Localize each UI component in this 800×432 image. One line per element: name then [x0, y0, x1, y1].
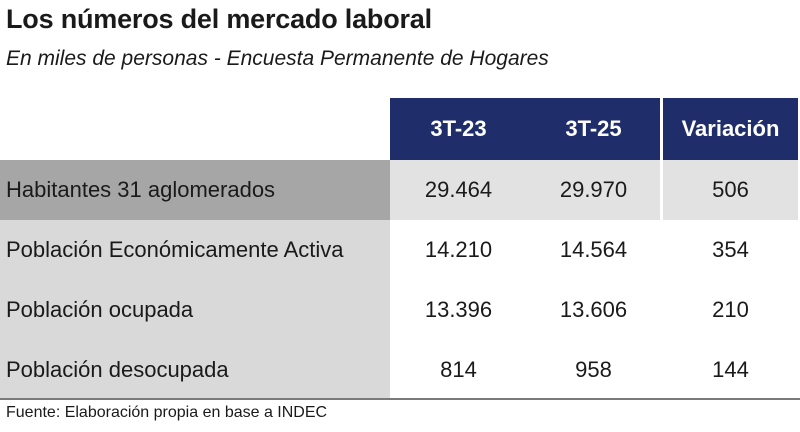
value-3t-23: 814 [440, 357, 477, 382]
value-3t-25: 29.970 [527, 160, 660, 220]
row-label: Población Económicamente Activa [0, 220, 390, 280]
value-3t-23: 13.396 [424, 297, 493, 322]
value-variacion: 210 [712, 297, 749, 322]
row-label: Población desocupada [0, 340, 390, 400]
value-3t-25: 14.564 [559, 237, 628, 262]
value-3t-23: 29.464 [390, 160, 527, 220]
value-variacion: 354 [712, 237, 749, 262]
value-3t-23: 14.210 [424, 237, 493, 262]
row-label: Habitantes 31 aglomerados [0, 160, 390, 220]
table-bottom-rule [0, 398, 800, 400]
table-row: Habitantes 31 aglomerados 29.464 29.970 … [0, 160, 800, 220]
header-3t-25: 3T-25 [527, 98, 660, 160]
row-label: Población ocupada [0, 280, 390, 340]
value-variacion: 144 [712, 357, 749, 382]
column-separator [660, 98, 663, 400]
header-variacion: Variación [663, 98, 798, 160]
page-subtitle: En miles de personas - Encuesta Permanen… [6, 47, 549, 70]
value-variacion: 506 [663, 160, 798, 220]
value-3t-25: 958 [575, 357, 612, 382]
table-row: Población desocupada 814 958 144 [0, 340, 800, 400]
labor-market-table: 3T-23 3T-25 Variación Habitantes 31 aglo… [0, 98, 800, 400]
header-3t-23: 3T-23 [390, 98, 527, 160]
table-row: Población Económicamente Activa 14.210 1… [0, 220, 800, 280]
source-note: Fuente: Elaboración propia en base a IND… [6, 404, 328, 421]
table-row: Población ocupada 13.396 13.606 210 [0, 280, 800, 340]
page-title: Los números del mercado laboral [6, 4, 432, 34]
value-3t-25: 13.606 [559, 297, 628, 322]
